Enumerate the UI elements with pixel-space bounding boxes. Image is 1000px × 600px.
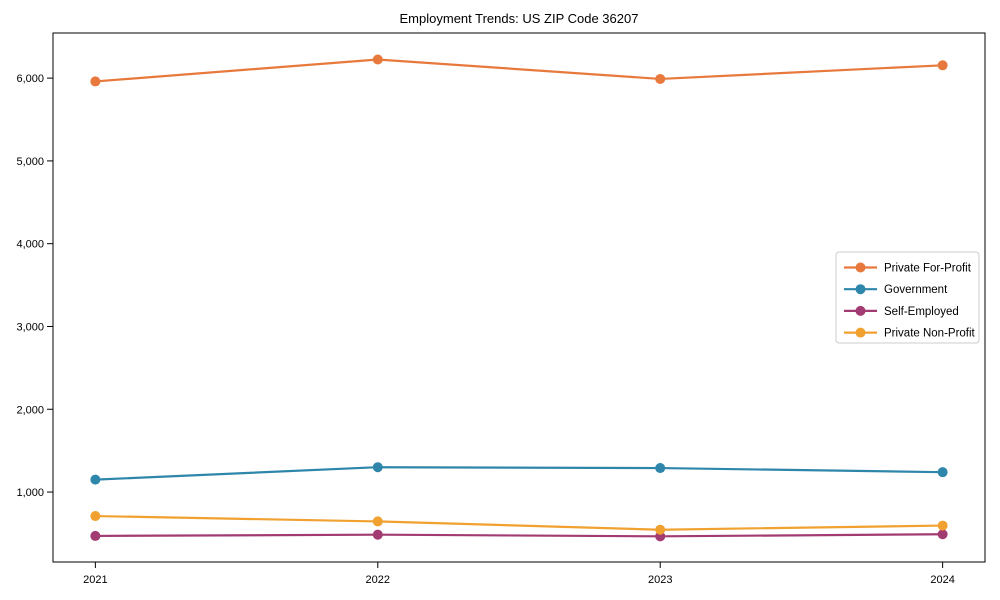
legend-marker: [855, 305, 866, 316]
plot-border: [52, 32, 986, 563]
data-point: [937, 467, 948, 478]
data-point: [655, 463, 666, 474]
data-point: [937, 529, 948, 540]
legend-marker: [855, 262, 866, 273]
data-point: [90, 530, 101, 541]
y-axis-tick-label: 3,000: [16, 321, 44, 333]
data-point: [372, 529, 383, 540]
y-axis-tick-label: 6,000: [16, 73, 44, 85]
y-axis-tick-label: 5,000: [16, 156, 44, 168]
data-point: [90, 76, 101, 87]
data-point: [372, 516, 383, 527]
legend-label: Private Non-Profit: [884, 328, 976, 340]
series-line-private-for-profit: [94, 58, 944, 83]
legend-label: Government: [884, 284, 948, 296]
data-point: [655, 73, 666, 84]
legend-box: [835, 251, 980, 344]
data-point: [372, 54, 383, 65]
x-axis-tick-label: 2021: [83, 574, 107, 586]
series-line-self-employed: [94, 533, 944, 538]
series-line-government: [94, 466, 944, 481]
chart-title: Employment Trends: US ZIP Code 36207: [399, 11, 639, 26]
data-point: [372, 462, 383, 473]
x-axis-tick-label: 2022: [366, 574, 390, 586]
legend-label: Private For-Profit: [884, 263, 972, 275]
data-point: [937, 520, 948, 531]
data-point: [90, 511, 101, 522]
data-point: [937, 60, 948, 71]
x-axis-tick-label: 2024: [930, 574, 954, 586]
series-line-private-non-profit: [94, 514, 944, 531]
data-point: [655, 524, 666, 535]
y-axis-tick-label: 2,000: [16, 404, 44, 416]
y-axis-tick-label: 4,000: [16, 239, 44, 251]
legend-marker: [855, 327, 866, 338]
legend-marker: [855, 284, 866, 295]
legend-label: Self-Employed: [884, 306, 959, 318]
y-axis-tick-label: 1,000: [16, 487, 44, 499]
x-axis-tick-label: 2023: [648, 574, 672, 586]
data-point: [90, 474, 101, 485]
